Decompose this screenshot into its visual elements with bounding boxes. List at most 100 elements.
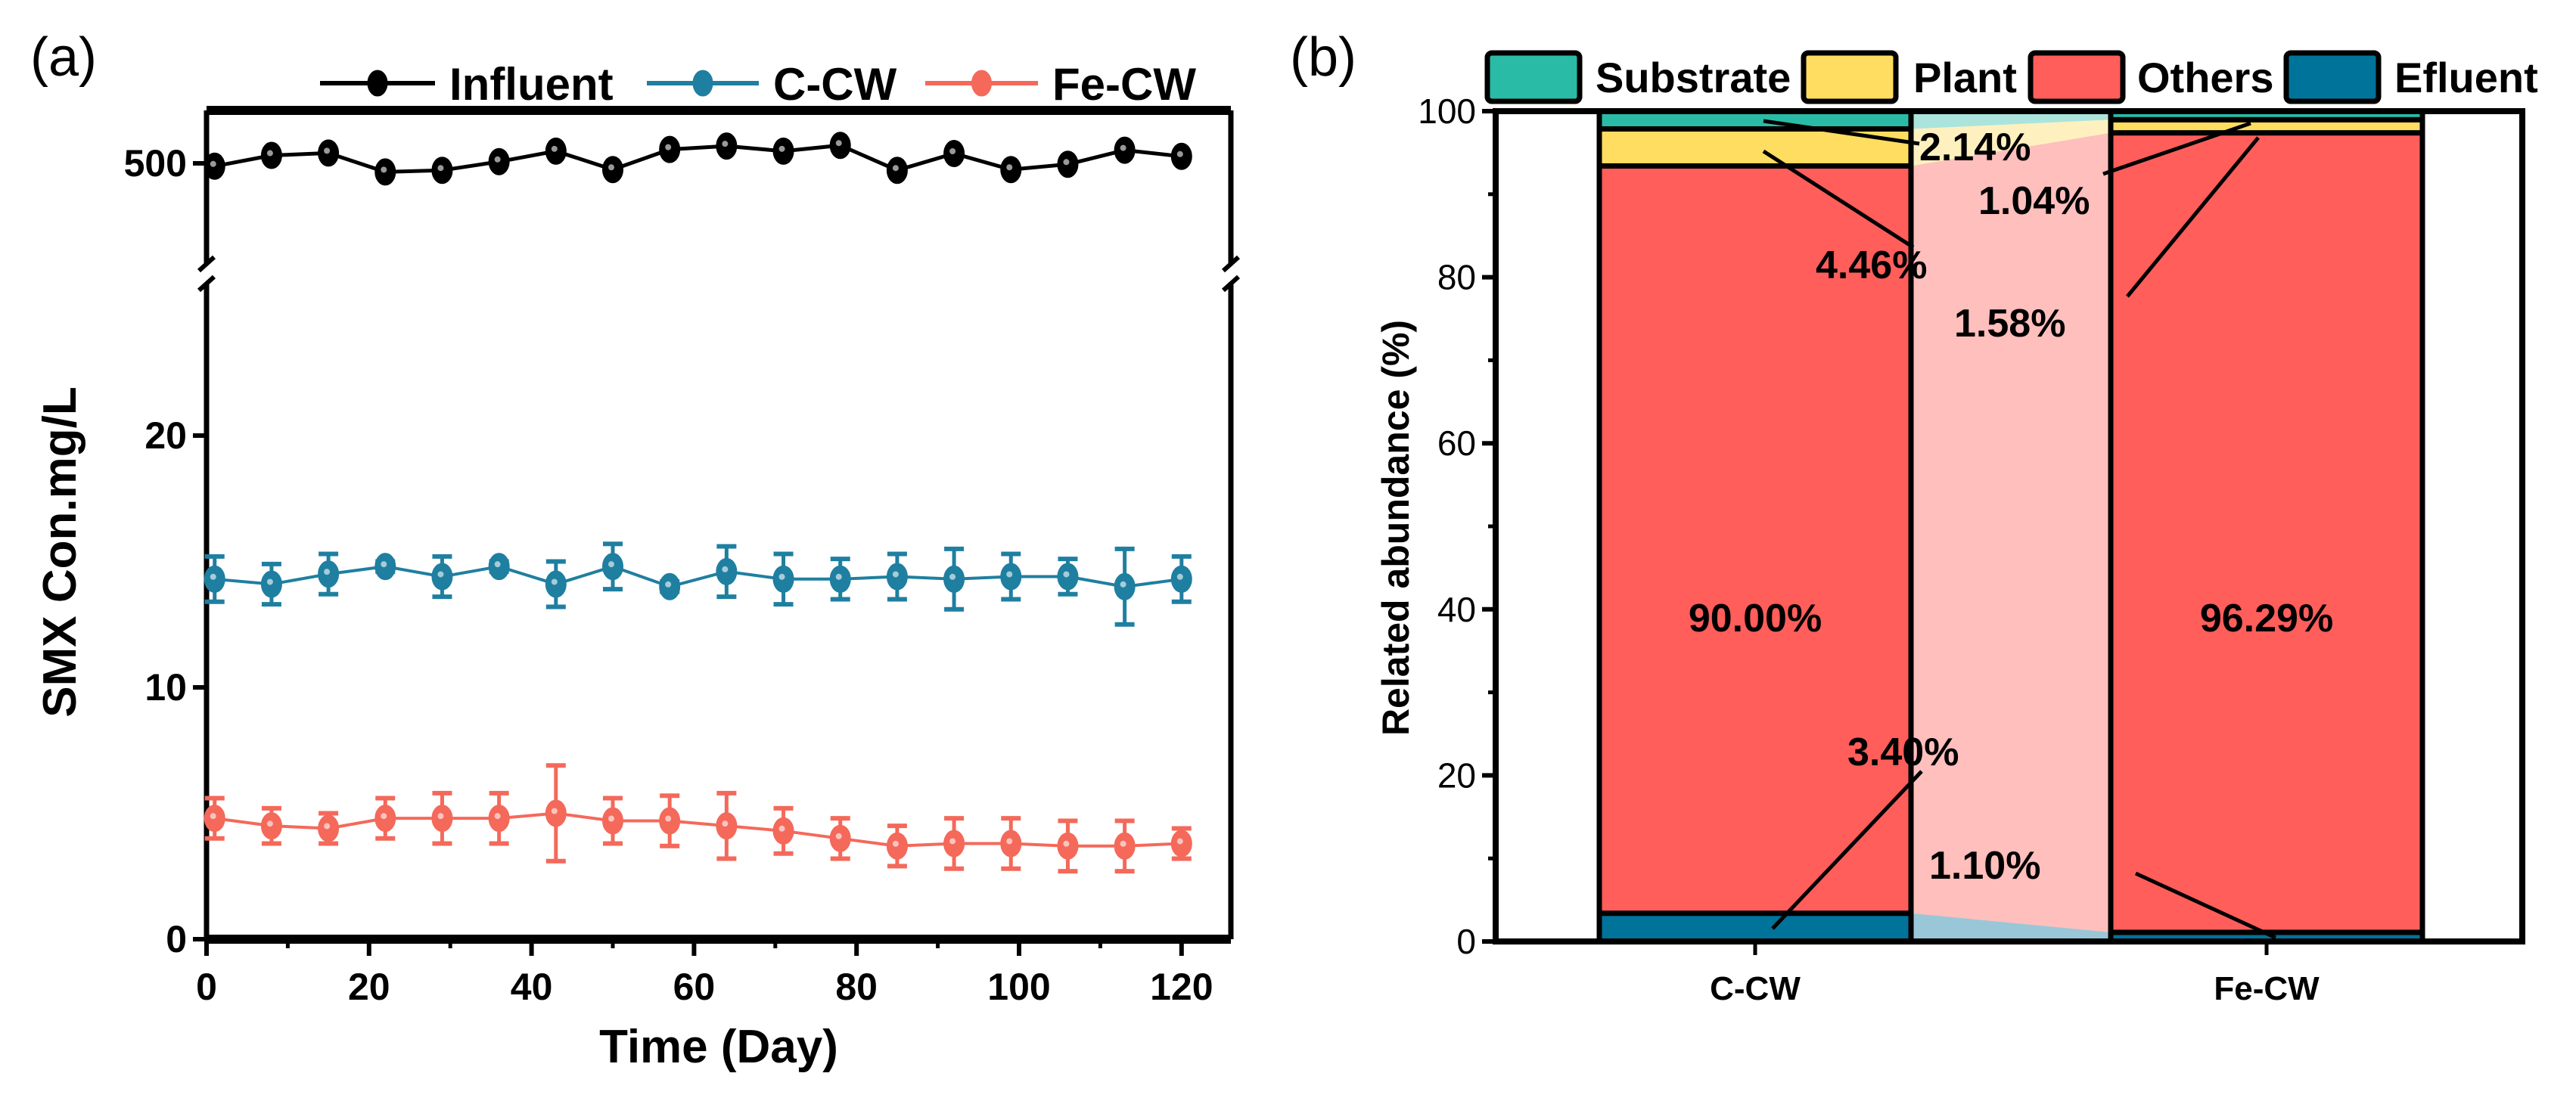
legend-swatch-others — [2028, 50, 2126, 104]
data-point-highlight — [1120, 581, 1126, 588]
data-point-highlight — [1063, 571, 1070, 578]
series-c-cw — [204, 541, 1192, 627]
axis-break-mark — [197, 255, 216, 273]
data-point-highlight — [324, 823, 331, 830]
data-label: 1.04% — [1978, 179, 2090, 223]
data-label: 1.58% — [1954, 302, 2065, 346]
data-point-highlight — [1063, 159, 1070, 166]
legend-label: Efluent — [2394, 54, 2538, 101]
data-point-highlight — [892, 840, 899, 847]
data-point-highlight — [210, 813, 216, 820]
series-influent — [204, 132, 1192, 186]
x-tick-label: 100 — [987, 966, 1050, 1008]
legend-label: Others — [2137, 54, 2274, 101]
data-point-highlight — [665, 815, 672, 822]
axis-break-mark — [1221, 274, 1241, 293]
data-point-highlight — [1176, 838, 1183, 845]
data-point-highlight — [1176, 573, 1183, 580]
data-point-highlight — [778, 573, 785, 580]
series-line — [214, 565, 1182, 588]
bar-fe-cw — [2108, 108, 2425, 944]
data-point-highlight — [892, 165, 899, 172]
data-label: 96.29% — [2200, 597, 2333, 640]
leader-line — [2134, 871, 2277, 940]
legend: Substrate Plant Others Efluent — [1484, 50, 2538, 104]
legend-label: C-CW — [773, 59, 897, 110]
y-axis-label: SMX Con.mg/L — [34, 386, 86, 717]
data-point-highlight — [210, 573, 216, 580]
data-point-highlight — [551, 578, 558, 585]
legend-marker — [367, 70, 388, 97]
data-point-highlight — [949, 573, 956, 580]
connector-substrate — [1911, 111, 2111, 129]
data-point-highlight — [892, 571, 899, 578]
data-point-highlight — [381, 813, 387, 820]
y-tick-label: 0 — [166, 918, 187, 960]
data-point-highlight — [266, 150, 273, 157]
y-tick-label: 100 — [1418, 92, 1476, 131]
data-point-highlight — [722, 141, 729, 147]
y-tick-label: 80 — [1437, 258, 1476, 297]
data-point-highlight — [437, 165, 444, 172]
x-tick-label: 40 — [511, 966, 553, 1008]
data-point-highlight — [835, 140, 842, 147]
data-point-highlight — [551, 145, 558, 152]
data-point-highlight — [1120, 144, 1126, 151]
panel-label: (b) — [1290, 27, 1356, 88]
data-point-highlight — [722, 566, 729, 572]
data-point-highlight — [210, 160, 216, 167]
x-tick-label: 60 — [673, 966, 716, 1008]
data-point-highlight — [608, 561, 614, 568]
legend: Influent C-CW Fe-CW — [320, 59, 1196, 110]
leader-line — [1762, 149, 1915, 250]
data-label: 90.00% — [1689, 597, 1822, 640]
legend-label: Fe-CW — [1052, 59, 1196, 110]
series-line — [214, 143, 1182, 174]
legend-swatch-plant — [1801, 50, 1899, 104]
axis-break-mark — [197, 274, 216, 293]
leader-line — [2126, 136, 2260, 298]
data-point-highlight — [1063, 840, 1070, 847]
y-axis-label: Related abundance (%) — [1375, 320, 1417, 736]
connector-plant — [1911, 119, 2111, 166]
leader-line — [2102, 121, 2251, 176]
panel-b-stacked-bar-chart: (b) C-CW Fe-CW 0 20 40 60 80 100 Related abundanc… — [1290, 27, 2538, 1007]
data-point-highlight — [437, 813, 444, 820]
leader-line — [1771, 770, 1923, 930]
legend-label: Plant — [1913, 54, 2017, 101]
bar-segment-others — [2108, 130, 2425, 935]
legend-label: Influent — [449, 59, 614, 110]
data-point-highlight — [1006, 164, 1013, 171]
x-tick-label: 120 — [1150, 966, 1213, 1008]
bar-segment-others — [1596, 163, 1914, 917]
data-point-highlight — [608, 164, 614, 171]
data-point-highlight — [949, 148, 956, 155]
connector-efluent — [1911, 913, 2111, 941]
data-point-highlight — [494, 156, 501, 163]
data-label: 4.46% — [1816, 243, 1927, 287]
y-tick-label: 500 — [124, 142, 187, 185]
panel-label: (a) — [30, 27, 97, 88]
y-tick-label: 20 — [144, 414, 187, 457]
data-point-highlight — [494, 561, 501, 568]
data-point-highlight — [778, 825, 785, 832]
data-point-highlight — [266, 820, 273, 827]
axis-break-mark — [1221, 255, 1241, 273]
connector-others — [1911, 132, 2111, 932]
y-tick-label: 20 — [1437, 755, 1476, 795]
data-point-highlight — [1176, 150, 1183, 157]
data-point-highlight — [381, 561, 387, 568]
data-label: 2.14% — [1919, 126, 2031, 169]
data-point-highlight — [665, 581, 672, 588]
data-point-highlight — [266, 578, 273, 585]
series-line — [214, 811, 1182, 848]
y-tick-label: 60 — [1437, 423, 1476, 463]
data-point-highlight — [835, 833, 842, 839]
data-point-highlight — [722, 820, 729, 827]
x-tick-label: 20 — [348, 966, 390, 1008]
data-point-highlight — [494, 813, 501, 820]
x-tick-label: C-CW — [1710, 970, 1801, 1007]
legend-label: Substrate — [1596, 54, 1791, 101]
data-point-highlight — [835, 573, 842, 580]
